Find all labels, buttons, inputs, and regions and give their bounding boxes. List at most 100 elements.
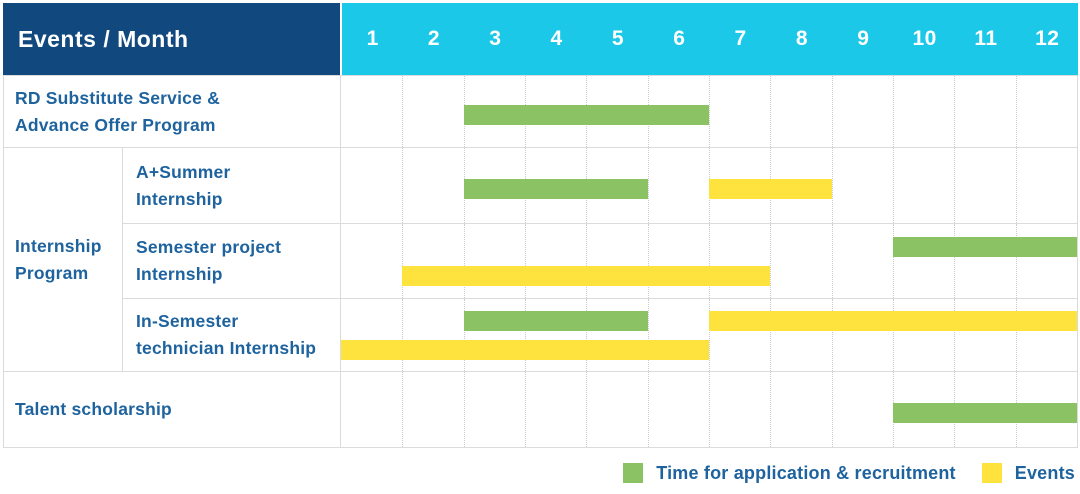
row-label-line: technician Internship [136,338,317,358]
grid-line [709,299,710,371]
grid-line [893,224,894,298]
gantt-bar-recruitment [893,402,1077,423]
events-color-swatch [981,463,1002,483]
table-row-in-semester: In-Semester technician Internship [123,298,1077,371]
grid-line [647,372,649,447]
month-header-cell: 5 [611,27,625,50]
month-header-cell: 10 [912,27,937,50]
grid-line [954,148,956,223]
grid-line [831,299,833,371]
month-header-strip: 1 2 3 4 5 6 7 8 9 10 11 12 [342,3,1078,75]
grid-line [647,148,649,223]
group-label-line: Program [15,262,89,283]
row-label: Talent scholarship [4,372,341,447]
legend-item-events: Events [981,462,1075,484]
row-label: Semester project Internship [123,224,341,298]
internship-program-group: Internship Program A+Summer Internship S… [4,147,1077,371]
grid-line [770,372,772,447]
grid-line [893,148,894,223]
grid-line [954,224,956,298]
table-row-semester-project: Semester project Internship [123,223,1077,298]
gantt-bar-recruitment [463,104,709,125]
timeline-grid [341,76,1077,147]
row-label-line: Internship [136,188,223,209]
legend-item-recruitment: Time for application & recruitment [623,463,956,484]
month-header-cell: 4 [550,27,563,50]
month-header-cell: 8 [795,27,809,50]
grid-line [954,299,956,371]
grid-line [463,224,465,298]
grid-line [770,299,772,371]
grid-line [770,224,772,298]
table-row-talent-scholarship: Talent scholarship [4,371,1077,447]
row-label-line: A+Summer [136,161,231,182]
grid-line [402,224,404,298]
grid-line [463,372,465,447]
table-row-a-summer: A+Summer Internship [123,148,1077,223]
grid-line [1015,148,1017,223]
timeline-grid [341,299,1077,371]
gantt-bar-events [709,178,832,199]
gantt-bar-events [341,339,709,360]
grid-line [1015,224,1017,298]
grid-line [586,224,588,298]
grid-line [709,224,710,298]
month-header-cell: 1 [366,27,379,50]
grid-line [893,299,894,371]
timeline-grid [341,224,1077,298]
gantt-bar-recruitment [893,236,1077,257]
table-body: RD Substitute Service & Advance Offer Pr… [3,75,1078,448]
group-label: Internship Program [4,148,123,371]
row-label-line: Semester project [136,237,282,257]
grid-line [586,299,588,371]
grid-line [1015,299,1017,371]
gantt-bar-recruitment [463,310,648,331]
grid-line [831,76,833,147]
month-header-cell: 6 [673,27,686,50]
grid-line [463,299,465,371]
events-month-header: Events / Month [3,3,342,75]
row-label-line: Internship [136,264,223,284]
grid-line [831,224,833,298]
grid-line [402,148,404,223]
grid-line [647,299,649,371]
row-label-line: Advance Offer Program [15,114,216,135]
row-label-line: RD Substitute Service & [15,87,220,108]
row-label-line: Talent scholarship [15,399,172,419]
legend: Time for application & recruitment Event… [623,459,1075,487]
grid-line [1015,76,1017,147]
grid-line [402,372,404,447]
grid-line [770,76,772,147]
grid-line [525,224,526,298]
timeline-grid [341,372,1077,447]
month-header-cell: 12 [1035,27,1060,50]
row-label: In-Semester technician Internship [123,299,341,371]
grid-line [586,372,588,447]
grid-line [647,224,649,298]
row-label-line: In-Semester [136,311,239,331]
grid-line [709,372,710,447]
group-label-line: Internship [15,235,102,256]
grid-line [831,372,833,447]
legend-label: Time for application & recruitment [656,462,956,483]
month-header-cell: 7 [734,27,747,50]
month-header-cell: 9 [857,27,870,50]
month-header-cell: 2 [427,27,441,50]
grid-line [954,76,956,147]
gantt-chart: Events / Month 1 2 3 4 5 6 7 8 9 10 11 1… [3,3,1078,448]
grid-line [831,148,833,223]
row-label: RD Substitute Service & Advance Offer Pr… [4,76,341,147]
table-row-rd-substitute: RD Substitute Service & Advance Offer Pr… [4,76,1077,147]
timeline-grid [341,148,1077,223]
grid-line [709,76,710,147]
grid-line [893,76,894,147]
grid-line [402,299,404,371]
month-header-cell: 11 [974,27,998,50]
grid-line [402,76,404,147]
gantt-bar-events [709,310,1077,331]
gantt-bar-events [402,265,771,286]
row-label: A+Summer Internship [123,148,341,223]
grid-line [525,299,526,371]
grid-line [525,372,526,447]
legend-label: Events [1014,462,1075,483]
